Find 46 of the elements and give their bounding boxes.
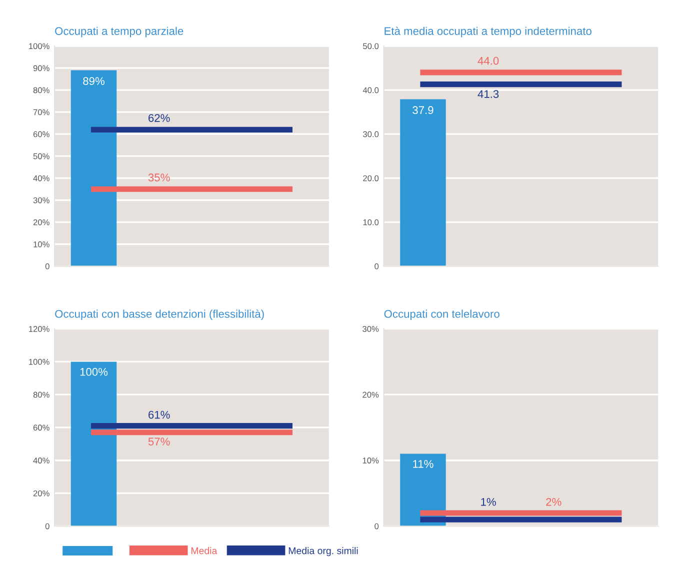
y-tick-label: 30% [33, 197, 50, 204]
y-tick-label: 20% [33, 219, 50, 226]
data-label: 35% [148, 174, 170, 182]
y-tick-label: 90% [33, 65, 50, 72]
chart-title: Occupati a tempo parziale [55, 26, 184, 38]
data-label: 44.0 [478, 56, 499, 65]
chart-title: Occupati con basse detenzioni (flessibilità) [55, 310, 264, 320]
y-tick-label: 30.0 [363, 131, 379, 138]
y-tick-label: 10% [362, 458, 379, 464]
y-tick-label: 0 [374, 263, 379, 270]
y-tick-label: 20% [362, 392, 379, 398]
y-tick-label: 30% [362, 326, 379, 332]
data-label: 41.3 [478, 90, 499, 98]
y-tick-label: 10% [34, 241, 50, 248]
y-tick-label: 60% [33, 424, 50, 431]
y-tick-label: 10.0 [363, 219, 379, 226]
data-label: 1% [481, 498, 496, 506]
y-tick-label: 100% [29, 358, 50, 365]
y-tick-label: 70% [33, 109, 50, 116]
data-label: 57% [148, 438, 170, 446]
chart-title: Occupati con telelavoro [384, 310, 500, 320]
y-tick-label: 100% [29, 43, 50, 50]
data-label: 11% [413, 460, 434, 468]
data-label: 37.9 [412, 106, 434, 114]
text: Media org. simili [288, 547, 358, 556]
y-tick-label: 50% [33, 153, 50, 160]
y-tick-label: 80% [33, 87, 50, 94]
y-tick-label: 0 [374, 523, 379, 530]
y-tick-label: 20% [33, 490, 50, 496]
y-tick-label: 20.0 [363, 175, 379, 182]
y-tick-label: 40% [33, 175, 50, 182]
chart-title: Età media occupati a tempo indeterminato [384, 26, 592, 38]
y-tick-label: 50.0 [363, 43, 379, 50]
data-label: 61% [148, 410, 170, 419]
y-tick-label: 120% [29, 326, 50, 332]
y-tick-label: 0 [45, 523, 50, 530]
y-tick-label: 40% [33, 458, 50, 464]
data-label: 89% [83, 77, 104, 85]
data-label: 62% [148, 114, 170, 122]
y-tick-label: 0 [45, 263, 50, 270]
y-tick-label: 80% [33, 392, 50, 398]
text: Media [191, 547, 218, 554]
y-tick-label: 60% [33, 131, 50, 138]
y-tick-label: 40.0 [362, 87, 379, 94]
data-label: 2% [546, 498, 562, 506]
data-label: 100% [80, 368, 108, 376]
